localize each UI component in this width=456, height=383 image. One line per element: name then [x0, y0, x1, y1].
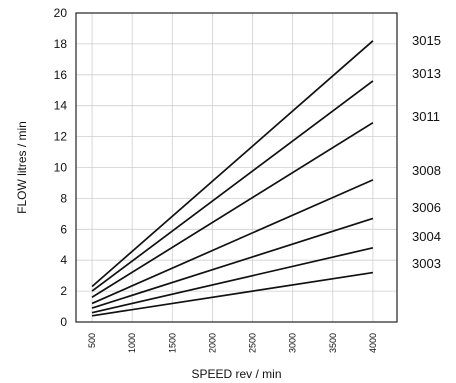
- y-axis-label: FLOW litres / min: [15, 121, 29, 214]
- plot-frame: [75, 12, 398, 323]
- series-label: 3006: [412, 200, 441, 215]
- series-line-3008: [91, 179, 374, 305]
- series-label: 3011: [412, 109, 440, 124]
- series-line-3006: [91, 217, 374, 309]
- series-line-3004: [91, 247, 374, 314]
- y-tick-label: 20: [54, 6, 68, 20]
- series-labels: 3015 3013 3011 3008 3006 3004 3003: [412, 33, 441, 271]
- y-tick-label: 14: [54, 99, 68, 113]
- x-tick-label: 4000: [368, 333, 378, 353]
- y-tick-label: 8: [60, 191, 67, 205]
- x-tick-label: 2000: [207, 333, 217, 353]
- series-label: 3008: [412, 163, 441, 178]
- x-axis-ticks: 500 1000 1500 2000 2500 3000 3500 4000: [87, 333, 378, 353]
- series-line-3011: [91, 121, 374, 299]
- y-tick-label: 2: [60, 284, 67, 298]
- y-tick-label: 12: [54, 130, 68, 144]
- series-label: 3015: [412, 33, 441, 48]
- y-axis-ticks: 0 2 4 6 8 10 12 14 16 18 20: [54, 6, 68, 329]
- series-label: 3004: [412, 229, 441, 244]
- series-label: 3003: [412, 256, 441, 271]
- series-lines: [91, 40, 374, 317]
- y-tick-label: 4: [60, 253, 67, 267]
- x-tick-label: 1500: [167, 333, 177, 353]
- x-tick-label: 1000: [127, 333, 137, 353]
- series-line-3003: [91, 271, 374, 317]
- series-line-3015: [91, 40, 374, 288]
- series-label: 3013: [412, 66, 441, 81]
- y-tick-label: 6: [60, 222, 67, 236]
- x-tick-label: 2500: [248, 333, 258, 353]
- x-tick-label: 3500: [328, 333, 338, 353]
- x-axis-label: SPEED rev / min: [191, 367, 281, 381]
- y-tick-label: 16: [54, 68, 68, 82]
- y-tick-label: 0: [60, 315, 67, 329]
- x-tick-label: 500: [87, 333, 97, 348]
- y-tick-label: 10: [54, 161, 68, 175]
- series-line-3013: [91, 80, 374, 292]
- y-tick-label: 18: [54, 37, 68, 51]
- x-tick-label: 3000: [288, 333, 298, 353]
